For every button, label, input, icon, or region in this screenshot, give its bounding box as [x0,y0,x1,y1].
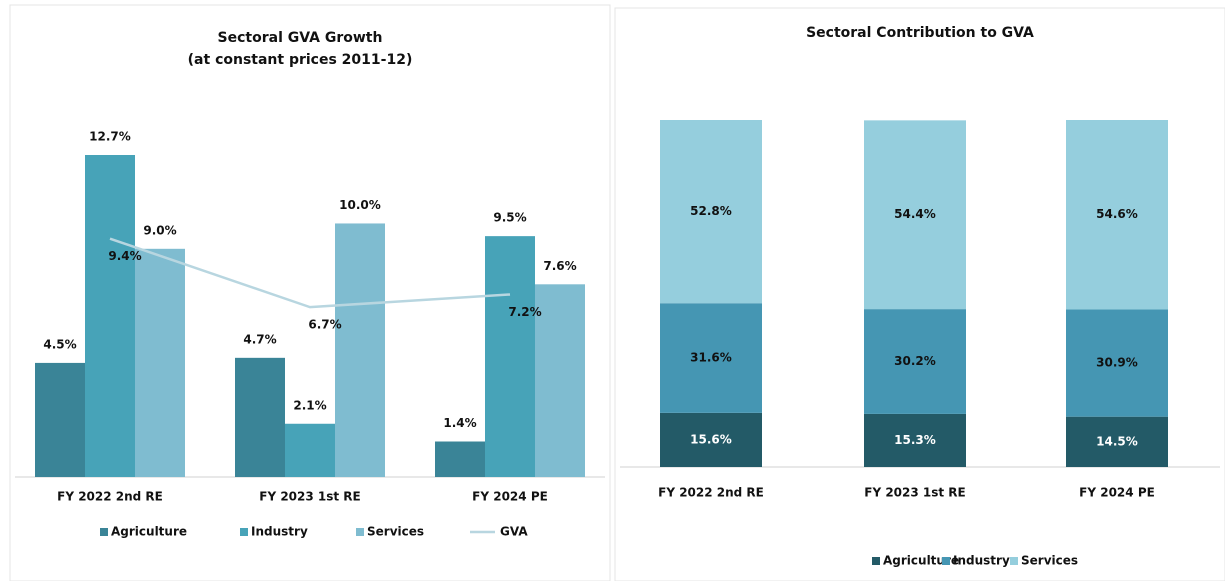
chart-title: Sectoral Contribution to GVA [806,25,1034,41]
legend-swatch [356,528,364,536]
legend-label: Services [1021,554,1078,568]
legend-label: Agriculture [883,554,959,568]
chart-subtitle: (at constant prices 2011-12) [188,52,413,68]
chart-title: Sectoral GVA Growth [218,30,383,46]
value-label: 30.2% [894,354,936,368]
bar-segment [864,120,966,310]
value-label: 6.7% [308,318,341,332]
legend-label: Industry [953,554,1010,568]
left-panel [9,4,611,581]
value-label: 9.5% [493,211,526,225]
value-label: 31.6% [690,351,732,365]
x-tick-label: FY 2023 1st RE [864,486,965,500]
right-panel [614,7,1225,581]
bar [35,362,85,477]
value-label: 10.0% [339,198,381,212]
legend-swatch [100,528,108,536]
value-label: 9.0% [143,223,176,237]
value-label: 2.1% [293,398,326,412]
bar [335,223,385,477]
value-label: 1.4% [443,416,476,430]
legend-label: Industry [251,525,308,539]
bar-segment [660,120,762,304]
legend-label: Services [367,525,424,539]
legend-swatch [1010,557,1018,565]
bar-segment [864,309,966,414]
x-tick-label: FY 2023 1st RE [259,490,360,504]
bar-segment [660,412,762,467]
value-label: 4.7% [243,332,276,346]
bar [535,284,585,477]
bar-segment [660,303,762,413]
bar [435,441,485,477]
value-label: 15.3% [894,433,936,447]
value-label: 14.5% [1096,434,1138,448]
value-label: 15.6% [690,432,732,446]
legend-swatch [942,557,950,565]
x-tick-label: FY 2022 2nd RE [57,490,163,504]
x-tick-label: FY 2022 2nd RE [658,486,764,500]
bar-segment [1066,416,1168,467]
bar-segment [864,413,966,467]
value-label: 54.4% [894,207,936,221]
bar-segment [1066,120,1168,310]
value-label: 30.9% [1096,356,1138,370]
x-tick-label: FY 2024 PE [1079,486,1155,500]
bar-segment [1066,309,1168,417]
x-tick-label: FY 2024 PE [472,490,548,504]
value-label: 4.5% [43,337,76,351]
legend-swatch [872,557,880,565]
legend-label: GVA [500,525,528,539]
value-label: 12.7% [89,130,131,144]
bar [235,357,285,477]
value-label: 52.8% [690,204,732,218]
bar [135,248,185,477]
bar [285,423,335,477]
value-label: 9.4% [108,249,141,263]
value-label: 54.6% [1096,207,1138,221]
bar [485,236,535,477]
legend-swatch [240,528,248,536]
line [109,237,511,309]
bar [85,155,135,477]
legend-label: Agriculture [111,525,187,539]
value-label: 7.6% [543,259,576,273]
value-label: 7.2% [508,305,541,319]
